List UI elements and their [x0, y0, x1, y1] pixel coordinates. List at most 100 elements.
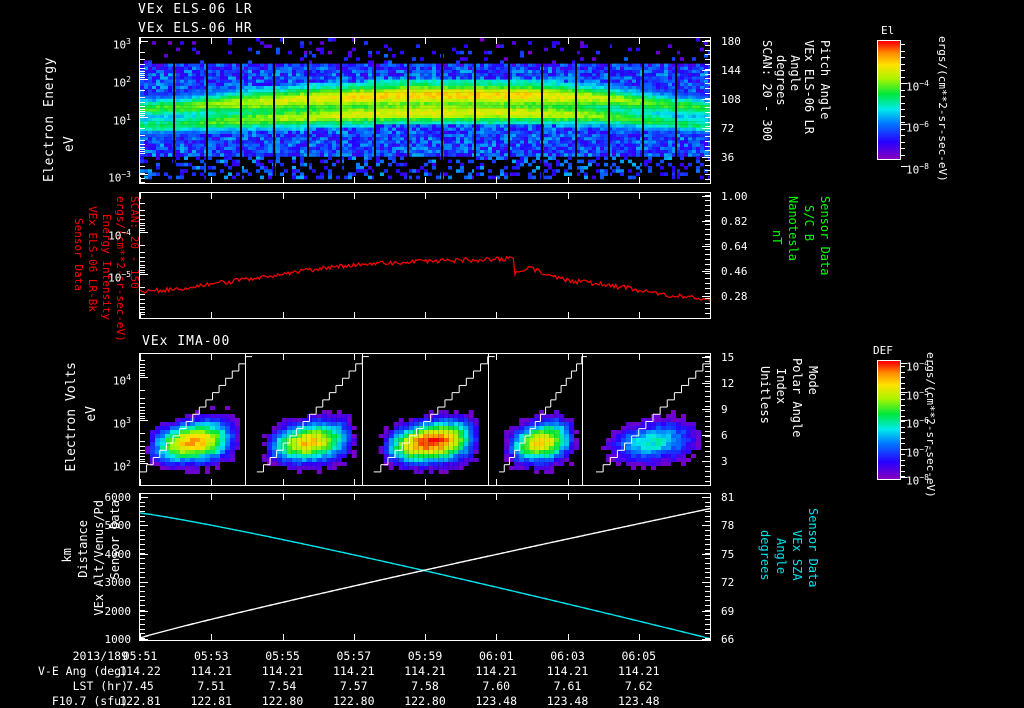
panel3-title: VEx IMA-00: [142, 334, 231, 349]
panel1-ytick-3: 10−3: [108, 170, 131, 185]
axis-tick: [901, 57, 905, 58]
axis-table-cell: 7.58: [411, 679, 439, 693]
els-spectrogram-canvas: [140, 38, 710, 183]
panel4-rtick-4: 69: [721, 604, 735, 618]
panel1-left-axis-unit: eV: [62, 136, 77, 152]
panel4-left-axis-label-0: Sensor Data: [108, 500, 122, 580]
colorbar-el-unit: ergs/(cm**2-sr-sec-eV): [936, 36, 949, 182]
axis-tick: [901, 155, 905, 156]
axis-tick: [901, 438, 905, 439]
panel1-ytick-0: 103: [112, 37, 131, 52]
panel4-rtick-3: 72: [721, 576, 735, 590]
axis-table-cell: 7.61: [553, 679, 582, 693]
panel1-right-axis-label-3: degrees: [774, 55, 788, 106]
axis-table-cell: 114.21: [190, 664, 233, 678]
panel4-right-axis-label-3: degrees: [758, 530, 772, 581]
altitude-sza-canvas: [140, 494, 710, 640]
axis-table-cell: 122.80: [261, 694, 304, 708]
panel2-rtick-1: 0.82: [721, 215, 748, 228]
axis-tick: [901, 166, 907, 167]
panel2-left-axis-label-2: Energy Intensity: [100, 214, 113, 320]
axis-table-row-label: F10.7 (sfu): [51, 694, 128, 708]
axis-tick: [901, 142, 905, 143]
panel1-title-lr: VEx ELS-06 LR: [138, 2, 253, 17]
colorbar-el-frame: [877, 40, 901, 160]
panel1-rtick-2: 108: [721, 93, 741, 106]
panel3-left-axis-unit: eV: [84, 406, 99, 422]
panel1-rtick-0: 180: [721, 35, 741, 48]
axis-tick: [901, 51, 905, 52]
axis-table-cell: 05:59: [407, 649, 443, 663]
axis-table-cell: 122.81: [119, 694, 161, 708]
panel4-ytick-5: 1000: [104, 633, 132, 646]
axis-tick: [901, 394, 905, 395]
panel3-rtick-0: 15: [721, 351, 735, 364]
axis-tick: [901, 64, 905, 65]
panel2-left-axis-label-0: Sensor Data: [72, 218, 85, 291]
axis-tick: [901, 449, 905, 450]
panel4-rtick-1: 78: [721, 519, 735, 533]
axis-tick: [901, 377, 905, 378]
axis-tick: [901, 449, 907, 450]
panel3-rtick-1: 12: [721, 377, 735, 390]
panel3-right-axis-label-3: Unitless: [758, 366, 772, 424]
axis-table-cell: 122.80: [404, 694, 446, 708]
panel4-ytick-4: 2000: [104, 604, 132, 618]
panel2-left-axis-label-1: VEx ELS-06 LR-Bk: [86, 206, 99, 312]
axis-table-cell: 05:55: [265, 649, 300, 663]
axis-tick: [901, 427, 905, 428]
axis-tick: [901, 363, 907, 364]
panel4-left-axis-label-1: VEx Alt/Venus/Pd: [92, 500, 106, 616]
axis-table-row-label: V-E Ang (deg): [37, 664, 128, 678]
panel3-left-axis-label: Electron Volts: [64, 362, 79, 472]
panel3-right-axis-label-2: Index: [774, 368, 788, 405]
panel1-title-hr: VEx ELS-06 HR: [138, 21, 253, 36]
axis-table-cell: 122.80: [332, 694, 375, 708]
axis-tick: [901, 103, 905, 104]
axis-tick: [901, 70, 905, 71]
axis-tick: [901, 471, 905, 472]
panel3-rtick-4: 3: [721, 455, 728, 468]
axis-table-cell: 114.21: [617, 664, 660, 678]
panel4-rtick-0: 81: [721, 491, 735, 504]
axis-tick: [901, 388, 905, 389]
panel1-frame: [139, 37, 711, 184]
axis-tick: [901, 454, 905, 455]
axis-tick: [901, 410, 905, 411]
panel4-left-axis-label-2: Distance: [76, 520, 90, 578]
axis-table-cell: 114.21: [404, 664, 446, 678]
axis-table-cell: 7.45: [126, 679, 154, 693]
panel1-right-axis-label-4: SCAN: 20 - 300: [760, 40, 774, 142]
panel2-rtick-4: 0.28: [721, 290, 748, 303]
panel2-right-axis-label-0: Sensor Data: [818, 196, 832, 276]
axis-table-cell: 06:05: [621, 649, 657, 663]
panel1-rtick-4: 36: [721, 151, 735, 164]
colorbar-el-tick-1: 10−6: [906, 120, 929, 135]
axis-tick: [901, 44, 905, 45]
axis-tick: [901, 109, 905, 110]
panel3-right-axis-label-0: Mode: [806, 366, 820, 395]
panel3-rtick-2: 9: [721, 403, 728, 416]
axis-table-cell: 06:01: [478, 649, 514, 663]
axis-tick: [901, 90, 905, 91]
panel2-left-axis-label-4: SCAN: 20 - 150: [128, 196, 141, 289]
colorbar-el-tick-0: 10−4: [906, 79, 929, 94]
panel1-rtick-1: 144: [721, 64, 741, 77]
panel3-frame: [139, 353, 711, 486]
axis-tick: [901, 420, 907, 421]
axis-tick: [901, 405, 905, 406]
colorbar-el-gradient: [878, 41, 900, 159]
panel1-right-axis-label-0: Pitch Angle: [818, 40, 832, 120]
axis-table-cell: 114.21: [546, 664, 589, 678]
axis-table-cell: 114.21: [332, 664, 375, 678]
axis-table-cell: 123.48: [617, 694, 660, 708]
axis-table-cell: 05:57: [336, 649, 372, 663]
panel2-rtick-2: 0.64: [721, 240, 748, 253]
axis-table-cell: 114.21: [261, 664, 304, 678]
panel4-left-axis-label-3: km: [60, 548, 74, 563]
axis-tick: [901, 124, 907, 125]
axis-tick: [901, 477, 907, 478]
axis-table-cell: 05:53: [193, 649, 229, 663]
panel2-left-axis-label-3: ergs/(cm**2-sr-sec-eV): [114, 196, 127, 342]
panel2-right-axis-label-3: nT: [770, 230, 784, 245]
